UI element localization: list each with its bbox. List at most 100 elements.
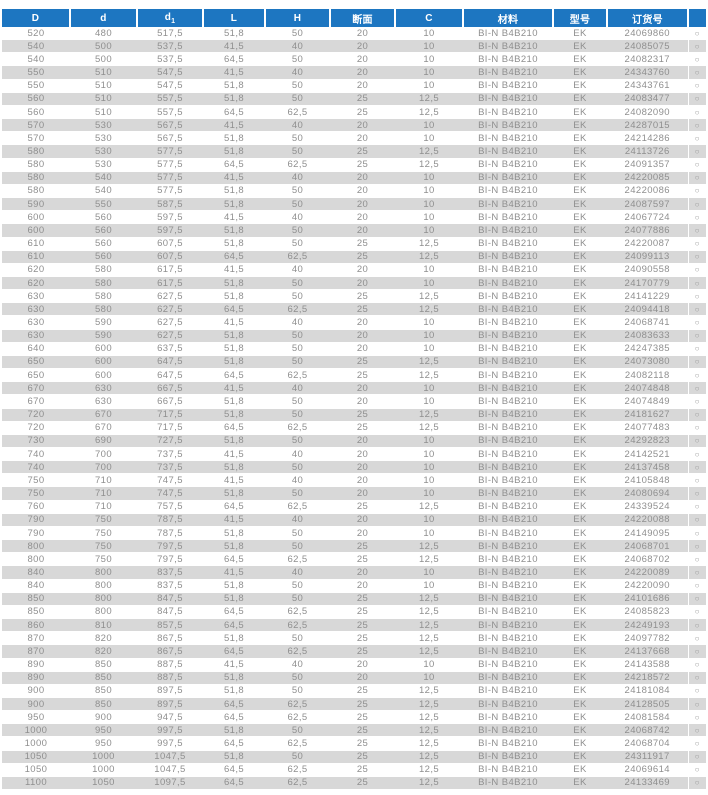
column-header-H: H xyxy=(264,9,330,27)
table-cell: 51,8 xyxy=(203,486,265,501)
table-cell: 51,8 xyxy=(203,27,265,41)
table-cell: EK xyxy=(553,197,607,212)
table-cell: 750 xyxy=(70,526,137,541)
table-cell: 12,5 xyxy=(395,158,463,172)
table-cell: 51,8 xyxy=(203,237,265,251)
table-cell: 25 xyxy=(330,92,395,106)
table-cell: 897,5 xyxy=(137,697,203,712)
table-cell: EK xyxy=(553,408,607,422)
table-cell: EK xyxy=(553,671,607,685)
table-cell: 62,5 xyxy=(265,618,330,633)
table-row: 580 530 577,5 51,8 50 25 12,5 BI-N B4B210 EK 2411… xyxy=(2,144,706,159)
table-cell: 557,5 xyxy=(137,105,203,120)
table-cell: 24220085 xyxy=(607,171,688,185)
table-cell: 62,5 xyxy=(265,158,330,172)
table-cell: 1000 xyxy=(70,763,137,777)
table-cell: 600 xyxy=(70,355,137,370)
table-cell: 50 xyxy=(265,631,330,646)
availability-circle-icon: ○ xyxy=(687,434,706,449)
table-cell: 1000 xyxy=(70,750,137,764)
table-cell: 640 xyxy=(2,342,70,356)
availability-circle-icon: ○ xyxy=(687,684,706,698)
table-cell: 580 xyxy=(2,158,70,172)
availability-circle-icon: ○ xyxy=(687,355,706,370)
table-cell: EK xyxy=(553,381,607,396)
table-cell: 51,8 xyxy=(203,92,265,106)
availability-circle-icon: ○ xyxy=(687,539,706,554)
table-cell: 62,5 xyxy=(265,500,330,514)
availability-circle-icon: ○ xyxy=(687,565,706,580)
table-cell: 24343760 xyxy=(607,65,688,80)
table-row: 1050 1000 1047,5 64,5 62,5 25 12,5 BI-N B4B210 E… xyxy=(2,763,706,777)
table-cell: 10 xyxy=(395,263,463,277)
table-cell: 12,5 xyxy=(395,763,463,777)
table-cell: EK xyxy=(553,605,607,620)
table-cell: 25 xyxy=(330,644,395,659)
table-cell: 20 xyxy=(330,65,395,80)
availability-circle-icon: ○ xyxy=(687,276,706,291)
table-cell: 62,5 xyxy=(265,736,330,751)
column-header-availability xyxy=(687,9,706,27)
table-cell: 887,5 xyxy=(137,671,203,685)
table-cell: 10 xyxy=(395,342,463,356)
table-cell: 24083477 xyxy=(607,92,688,106)
table-cell: 890 xyxy=(2,658,70,672)
table-cell: EK xyxy=(553,631,607,646)
table-cell: 750 xyxy=(2,486,70,501)
table-cell: BI-N B4B210 xyxy=(463,394,553,409)
table-cell: 24085075 xyxy=(607,39,688,54)
availability-circle-icon: ○ xyxy=(687,644,706,659)
availability-circle-icon: ○ xyxy=(687,421,706,435)
table-cell: 537,5 xyxy=(137,39,203,54)
table-cell: 630 xyxy=(2,289,70,304)
table-row: 580 530 577,5 64,5 62,5 25 12,5 BI-N B4B210 EK 24… xyxy=(2,158,706,172)
table-cell: 24074848 xyxy=(607,381,688,396)
table-cell: 570 xyxy=(2,118,70,133)
table-cell: 62,5 xyxy=(265,421,330,435)
table-cell: 50 xyxy=(265,460,330,475)
table-cell: 800 xyxy=(70,605,137,620)
table-cell: 600 xyxy=(70,342,137,356)
table-cell: 1047,5 xyxy=(137,763,203,777)
table-cell: 24128505 xyxy=(607,697,688,712)
table-cell: BI-N B4B210 xyxy=(463,473,553,488)
table-cell: 24090558 xyxy=(607,263,688,277)
table-cell: 1047,5 xyxy=(137,750,203,764)
table-cell: 12,5 xyxy=(395,144,463,159)
table-cell: 25 xyxy=(330,592,395,606)
table-cell: 40 xyxy=(265,447,330,462)
table-cell: 10 xyxy=(395,329,463,343)
table-cell: 787,5 xyxy=(137,513,203,527)
table-cell: 24218572 xyxy=(607,671,688,685)
table-cell: 837,5 xyxy=(137,579,203,593)
table-cell: EK xyxy=(553,526,607,541)
table-cell: BI-N B4B210 xyxy=(463,500,553,514)
table-cell: BI-N B4B210 xyxy=(463,355,553,370)
availability-circle-icon: ○ xyxy=(687,658,706,672)
table-cell: 51,8 xyxy=(203,276,265,291)
table-cell: 737,5 xyxy=(137,460,203,475)
table-cell: 50 xyxy=(265,539,330,554)
table-cell: 727,5 xyxy=(137,434,203,449)
table-cell: 800 xyxy=(2,539,70,554)
column-header-d: d xyxy=(69,9,137,27)
table-cell: 62,5 xyxy=(265,368,330,383)
table-cell: 24073080 xyxy=(607,355,688,370)
table-cell: 20 xyxy=(330,658,395,672)
table-cell: 25 xyxy=(330,355,395,370)
table-row: 520 480 517,5 51,8 50 20 10 BI-N B4B210 EK 240698… xyxy=(2,27,706,41)
table-cell: 25 xyxy=(330,618,395,633)
table-cell: BI-N B4B210 xyxy=(463,263,553,277)
table-cell: 10 xyxy=(395,276,463,291)
availability-circle-icon: ○ xyxy=(687,394,706,409)
table-cell: EK xyxy=(553,539,607,554)
table-row: 630 590 627,5 41,5 40 20 10 BI-N B4B210 EK 240687… xyxy=(2,315,706,330)
table-cell: 10 xyxy=(395,118,463,133)
availability-circle-icon: ○ xyxy=(687,342,706,356)
table-cell: 700 xyxy=(70,447,137,462)
table-cell: 40 xyxy=(265,513,330,527)
table-cell: 797,5 xyxy=(137,539,203,554)
table-cell: 24069614 xyxy=(607,763,688,777)
table-cell: 20 xyxy=(330,79,395,93)
